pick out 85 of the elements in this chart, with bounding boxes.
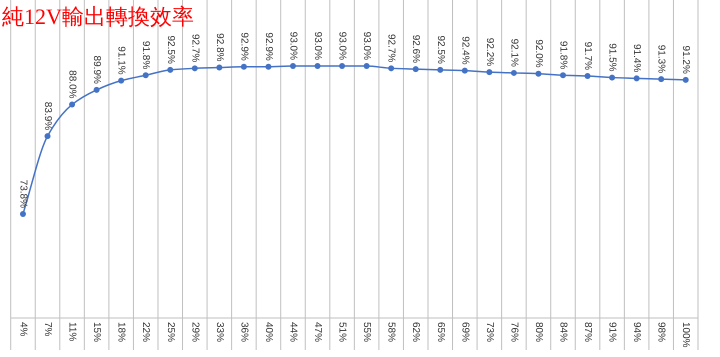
point [510, 70, 517, 76]
data-label: 93.0% [336, 32, 348, 60]
x-tick-label: 47% [312, 322, 324, 342]
data-label: 91.4% [631, 44, 642, 72]
data-label: 91.8% [557, 40, 568, 70]
data-label: 92.4% [459, 36, 470, 65]
point [658, 76, 664, 82]
data-label: 89.9% [91, 56, 102, 84]
chart-title: 純12V輸出轉換效率 [2, 4, 194, 29]
x-tick-label: 4% [17, 322, 28, 337]
data-label: 91.1% [116, 46, 127, 75]
point [462, 68, 468, 74]
x-tick-label: 62% [410, 322, 422, 342]
x-tick-label: 100% [680, 322, 692, 348]
x-tick-label: 91% [606, 322, 618, 342]
x-tick-label: 76% [508, 322, 520, 342]
point [118, 78, 124, 84]
point [560, 72, 566, 78]
point [412, 66, 419, 72]
point [240, 64, 247, 70]
data-label: 92.5% [434, 35, 446, 64]
point [314, 63, 321, 69]
point [167, 66, 174, 73]
x-tick-label: 94% [631, 322, 642, 342]
point [69, 102, 76, 108]
point [584, 73, 591, 80]
data-label: 93.0% [361, 32, 372, 60]
point [20, 211, 26, 217]
data-label: 91.8% [140, 40, 152, 70]
x-tick-label: 55% [361, 322, 372, 342]
data-label: 91.3% [656, 44, 667, 74]
point [94, 86, 100, 93]
x-tick-label: 84% [557, 322, 568, 342]
point [339, 63, 346, 69]
point [486, 69, 492, 76]
x-tick-label: 58% [386, 322, 397, 342]
data-label: 92.7% [189, 34, 200, 62]
x-tick-label: 7% [42, 322, 54, 337]
point [364, 63, 370, 69]
x-tick-label: 18% [116, 322, 127, 342]
point [388, 65, 394, 72]
data-label: 91.2% [680, 46, 692, 74]
point [44, 133, 51, 140]
point [634, 75, 640, 82]
x-tick-label: 98% [656, 322, 667, 342]
x-tick-label: 40% [262, 322, 274, 342]
data-label: 92.5% [164, 35, 176, 64]
x-tick-label: 87% [582, 322, 594, 342]
point [535, 70, 542, 77]
point [682, 76, 689, 83]
data-label: 93.0% [312, 32, 324, 60]
x-tick-label: 29% [189, 322, 200, 342]
x-tick-label: 44% [287, 322, 298, 342]
data-label: 92.2% [484, 38, 495, 66]
data-label: 92.6% [410, 34, 422, 64]
data-label: 83.9% [42, 102, 54, 130]
data-label: 92.9% [262, 32, 274, 61]
x-tick-label: 25% [164, 322, 176, 342]
data-label: 92.7% [386, 34, 397, 62]
x-tick-label: 80% [532, 322, 544, 342]
x-tick-label: 36% [238, 322, 250, 342]
x-tick-label: 11% [66, 322, 78, 342]
data-label: 93.0% [287, 32, 298, 60]
data-label: 91.7% [582, 42, 594, 70]
x-tick-label: 65% [434, 322, 446, 342]
data-label: 92.8% [214, 33, 225, 62]
point [290, 63, 296, 69]
point [609, 74, 616, 81]
data-label: 73.8% [17, 180, 28, 208]
data-label: 88.0% [66, 70, 78, 99]
point [437, 66, 444, 73]
point [142, 72, 149, 78]
point [192, 65, 198, 72]
point [265, 64, 272, 70]
x-tick-label: 22% [140, 322, 152, 342]
data-label: 92.9% [238, 32, 250, 61]
data-label: 91.5% [606, 43, 618, 72]
x-tick-label: 51% [336, 322, 348, 342]
data-label: 92.0% [532, 39, 544, 68]
point [216, 64, 222, 71]
x-tick-label: 33% [214, 322, 225, 342]
data-label: 92.1% [508, 38, 520, 68]
x-tick-label: 73% [484, 322, 495, 342]
x-tick-label: 15% [91, 322, 102, 342]
x-tick-label: 69% [459, 322, 470, 342]
